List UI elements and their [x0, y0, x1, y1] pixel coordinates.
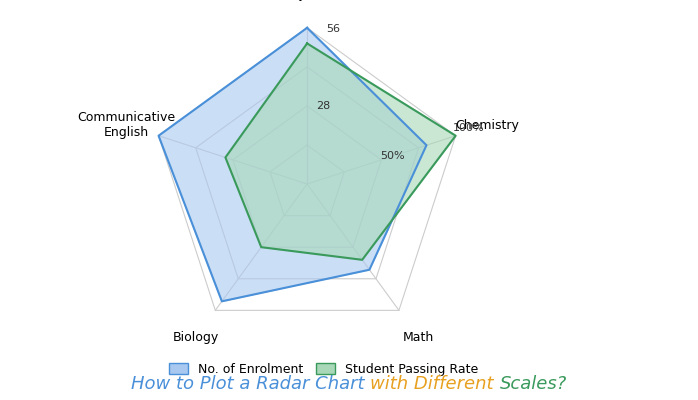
Legend: No. of Enrolment, Student Passing Rate: No. of Enrolment, Student Passing Rate	[164, 358, 483, 381]
Text: How to Plot a Radar Chart: How to Plot a Radar Chart	[131, 375, 371, 393]
Text: Scales?: Scales?	[500, 375, 567, 393]
Polygon shape	[158, 28, 426, 301]
Polygon shape	[225, 44, 456, 260]
Text: 50%: 50%	[380, 151, 405, 161]
Text: 100%: 100%	[453, 123, 484, 133]
Text: 28: 28	[316, 102, 331, 112]
Text: with Different: with Different	[371, 375, 500, 393]
Text: 56: 56	[326, 24, 340, 34]
